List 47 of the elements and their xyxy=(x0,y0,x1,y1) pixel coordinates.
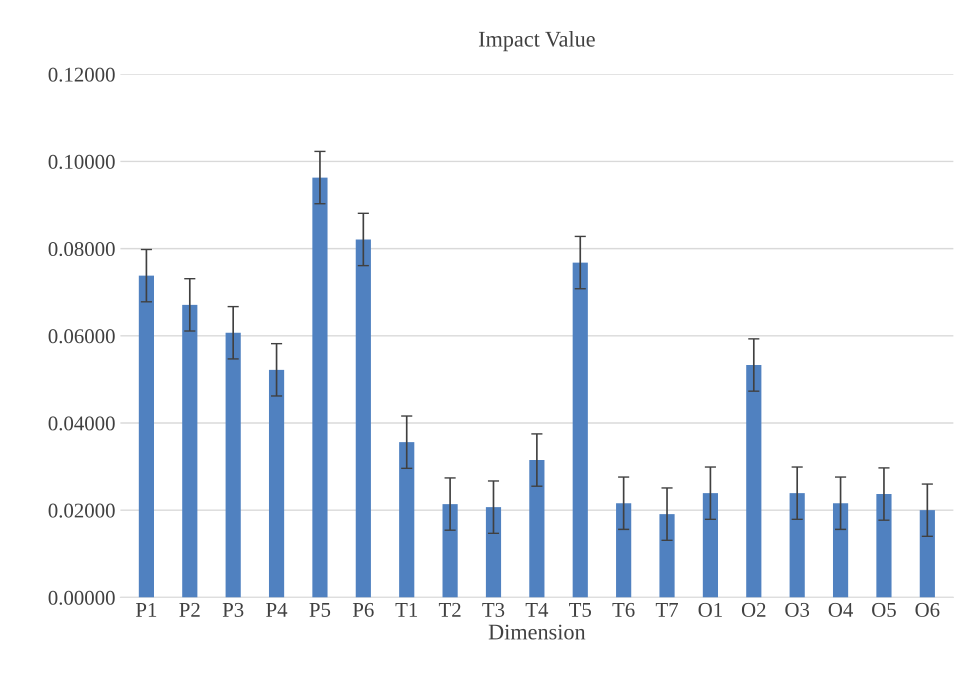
y-tick-label: 0.08000 xyxy=(48,242,115,256)
bar xyxy=(529,460,544,598)
x-tick-label: T5 xyxy=(569,603,592,617)
y-tick-label: 0.04000 xyxy=(48,416,115,431)
x-tick-label: T4 xyxy=(526,602,548,617)
x-tick-label: P6 xyxy=(352,602,374,617)
x-tick-label: O2 xyxy=(742,602,766,617)
bar xyxy=(399,442,414,598)
bar xyxy=(659,514,675,598)
x-axis-title: Dimension xyxy=(488,624,586,640)
x-tick-label: O4 xyxy=(828,602,853,617)
bar xyxy=(616,503,632,598)
x-tick-label: P5 xyxy=(310,603,330,617)
x-tick-label: T6 xyxy=(612,602,635,617)
x-tick-label: T7 xyxy=(656,603,678,617)
x-tick-label: P4 xyxy=(266,602,288,617)
x-tick-label: O5 xyxy=(872,602,896,617)
x-tick-label: O3 xyxy=(785,602,810,617)
bar xyxy=(312,178,328,598)
y-tick-label: 0.02000 xyxy=(48,504,115,518)
y-tick-label: 0.06000 xyxy=(48,329,115,344)
y-tick-label: 0.12000 xyxy=(48,68,115,82)
x-tick-label: P3 xyxy=(222,602,244,617)
y-tick-label: 0.00000 xyxy=(48,590,115,605)
bar xyxy=(486,507,502,598)
bar xyxy=(442,504,458,598)
bar xyxy=(572,262,588,598)
bar xyxy=(182,304,198,598)
x-tick-label: P1 xyxy=(136,602,156,617)
x-tick-label: O1 xyxy=(698,602,722,617)
bar xyxy=(226,332,241,598)
x-tick-label: T3 xyxy=(482,602,504,617)
x-tick-label: T2 xyxy=(438,602,461,617)
bar xyxy=(746,365,762,598)
bar xyxy=(920,510,935,598)
bar xyxy=(356,239,371,598)
bar xyxy=(268,370,284,598)
bar xyxy=(876,494,892,598)
bar xyxy=(138,276,154,598)
x-tick-label: P2 xyxy=(179,602,200,617)
y-tick-label: 0.10000 xyxy=(48,154,115,169)
bar xyxy=(832,503,848,598)
x-tick-label: O6 xyxy=(915,602,940,617)
chart-title: Impact Value xyxy=(478,31,595,52)
bar xyxy=(702,493,718,598)
x-tick-label: T1 xyxy=(396,602,418,617)
bar xyxy=(790,493,805,598)
